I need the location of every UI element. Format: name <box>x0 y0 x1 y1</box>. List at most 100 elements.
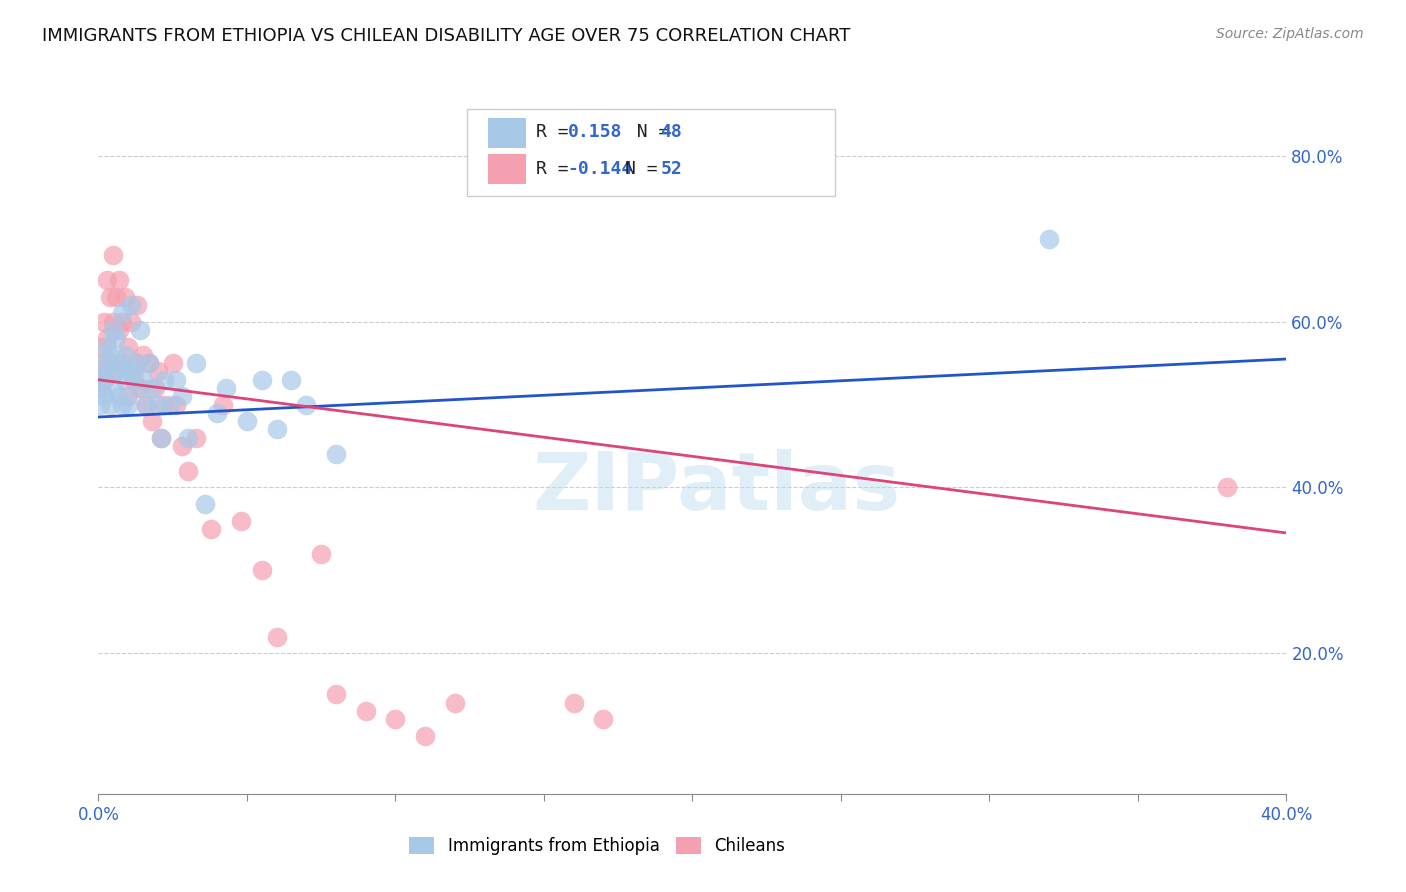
Text: ZIPatlas: ZIPatlas <box>531 449 900 527</box>
Point <box>90 356 112 370</box>
Point <box>207 406 229 420</box>
Point <box>295 398 318 412</box>
Point <box>138 356 160 370</box>
Point <box>93 356 115 370</box>
Point <box>125 298 148 312</box>
Point <box>229 514 252 528</box>
Point <box>120 315 142 329</box>
Point <box>89 381 111 395</box>
Text: R =: R = <box>536 123 579 141</box>
Text: Source: ZipAtlas.com: Source: ZipAtlas.com <box>1216 27 1364 41</box>
Point <box>138 356 160 370</box>
Point <box>309 547 332 561</box>
Point <box>159 398 181 412</box>
Point <box>117 364 139 378</box>
Point <box>280 373 302 387</box>
FancyBboxPatch shape <box>467 109 835 195</box>
Point <box>170 389 193 403</box>
Point <box>250 563 273 577</box>
Point <box>122 364 145 378</box>
Point <box>114 373 136 387</box>
Legend: Immigrants from Ethiopia, Chileans: Immigrants from Ethiopia, Chileans <box>402 830 792 862</box>
Point <box>266 630 288 644</box>
Point <box>143 381 166 395</box>
Point <box>111 398 134 412</box>
Point <box>93 389 115 403</box>
Point <box>105 364 128 378</box>
Point <box>90 381 112 395</box>
Point <box>152 398 174 412</box>
FancyBboxPatch shape <box>488 118 526 148</box>
Point <box>1038 232 1060 246</box>
Point <box>146 398 169 412</box>
Point <box>93 315 115 329</box>
Point <box>98 290 121 304</box>
Text: 48: 48 <box>661 123 682 141</box>
Point <box>194 497 217 511</box>
Point <box>117 389 139 403</box>
Point <box>117 340 139 354</box>
Text: N =: N = <box>624 160 668 178</box>
Point <box>129 381 152 395</box>
Point <box>1216 480 1239 494</box>
Point <box>236 414 259 428</box>
Point <box>135 398 157 412</box>
Point <box>186 356 208 370</box>
Point <box>122 373 145 387</box>
Point <box>117 398 139 412</box>
Point <box>149 431 172 445</box>
Point <box>135 398 157 412</box>
Point <box>215 381 238 395</box>
Point <box>443 696 465 710</box>
Text: 52: 52 <box>661 160 682 178</box>
Point <box>96 340 118 354</box>
Point <box>111 315 134 329</box>
Point <box>103 315 125 329</box>
Point <box>186 431 208 445</box>
Point <box>176 431 198 445</box>
Point <box>91 373 114 387</box>
Point <box>108 389 131 403</box>
Point <box>91 340 114 354</box>
Point <box>200 522 222 536</box>
Point <box>103 381 125 395</box>
Point <box>384 712 406 726</box>
Point <box>89 398 111 412</box>
Point <box>152 373 174 387</box>
Text: -0.144: -0.144 <box>568 160 633 178</box>
Point <box>141 414 163 428</box>
Point <box>132 373 155 387</box>
Point <box>325 447 347 461</box>
Point <box>413 729 436 743</box>
FancyBboxPatch shape <box>488 153 526 185</box>
Point <box>146 364 169 378</box>
Point <box>93 373 115 387</box>
Point <box>132 348 155 362</box>
Point <box>120 298 142 312</box>
Point <box>96 273 118 287</box>
Point <box>125 381 148 395</box>
Point <box>165 373 187 387</box>
Point <box>125 356 148 370</box>
Point <box>103 248 125 262</box>
Point <box>105 331 128 345</box>
Point <box>250 373 273 387</box>
Point <box>114 290 136 304</box>
Point <box>212 398 235 412</box>
Point <box>592 712 614 726</box>
Point <box>149 431 172 445</box>
Point <box>176 464 198 478</box>
Point <box>108 273 131 287</box>
Point <box>98 348 121 362</box>
Point <box>98 356 121 370</box>
Point <box>103 323 125 337</box>
Point <box>165 398 187 412</box>
Point <box>170 439 193 453</box>
Text: R =: R = <box>536 160 579 178</box>
Point <box>105 364 128 378</box>
Point <box>111 306 134 320</box>
Point <box>96 364 118 378</box>
Text: IMMIGRANTS FROM ETHIOPIA VS CHILEAN DISABILITY AGE OVER 75 CORRELATION CHART: IMMIGRANTS FROM ETHIOPIA VS CHILEAN DISA… <box>42 27 851 45</box>
Point <box>162 356 184 370</box>
Point <box>111 356 134 370</box>
